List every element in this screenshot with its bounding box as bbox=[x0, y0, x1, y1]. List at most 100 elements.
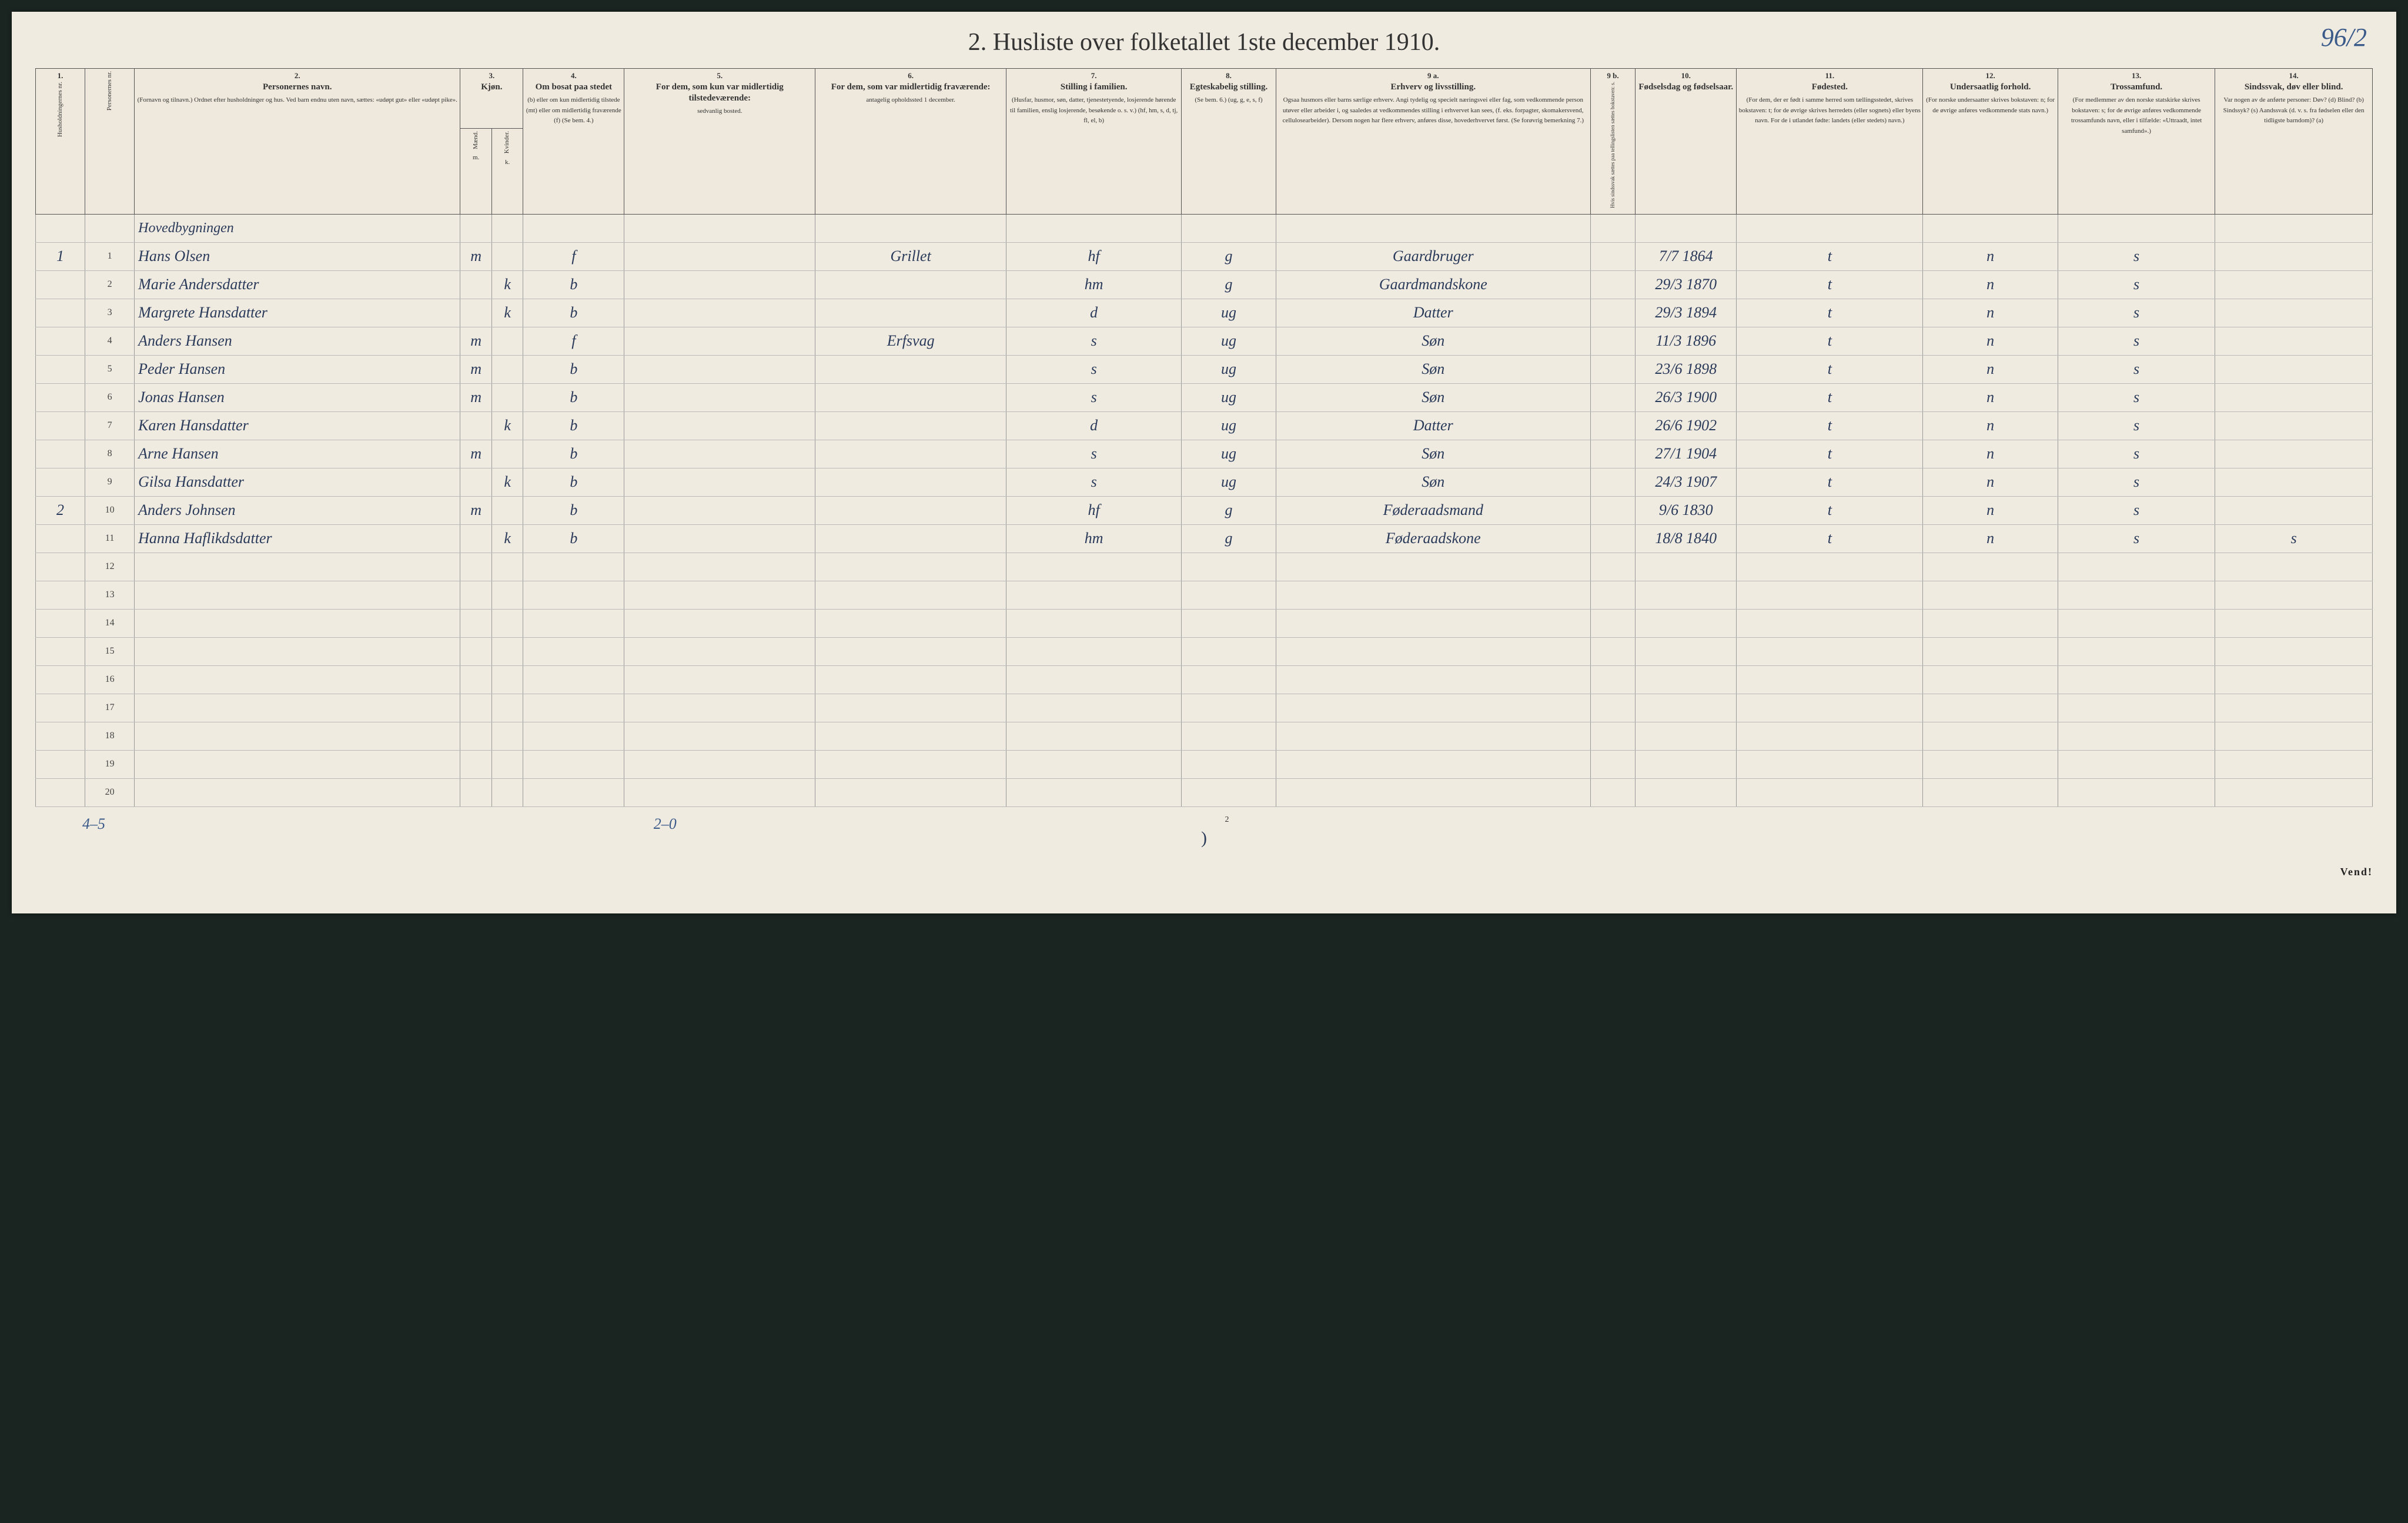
cell-hh: 1 bbox=[36, 242, 85, 270]
col-14-header: 14.Sindssvak, døv eller blind.Var nogen … bbox=[2215, 69, 2373, 215]
cell-name: Hanna Haflikdsdatter bbox=[135, 524, 460, 553]
cell-fods: 18/8 1840 bbox=[1636, 524, 1737, 553]
cell-erhverv: Søn bbox=[1276, 468, 1590, 496]
cell-bosat: b bbox=[523, 299, 624, 327]
table-row-empty: 19 bbox=[36, 750, 2373, 778]
col-12-header: 12.Undersaatlig forhold.(For norske unde… bbox=[1923, 69, 2058, 215]
cell-fods: 29/3 1894 bbox=[1636, 299, 1737, 327]
cell-tros: s bbox=[2058, 440, 2215, 468]
cell-m: m bbox=[460, 355, 492, 383]
cell-egte: ug bbox=[1182, 411, 1276, 440]
col-1b-header: Personernes nr. bbox=[85, 69, 135, 215]
cell-fsted: t bbox=[1737, 468, 1923, 496]
cell-c9b bbox=[1590, 270, 1635, 299]
cell-tros: s bbox=[2058, 411, 2215, 440]
cell-erhverv: Søn bbox=[1276, 440, 1590, 468]
table-row: 6Jonas HansenmbsugSøn26/3 1900tns bbox=[36, 383, 2373, 411]
cell-m bbox=[460, 299, 492, 327]
cell-c6 bbox=[815, 468, 1006, 496]
col-3b-subheader: Kvinder.k. bbox=[491, 128, 523, 214]
cell-c6: Grillet bbox=[815, 242, 1006, 270]
flourish: ) bbox=[35, 828, 2373, 848]
page-title: 2. Husliste over folketallet 1ste decemb… bbox=[35, 28, 2373, 56]
cell-fam: s bbox=[1006, 327, 1182, 355]
cell-c14 bbox=[2215, 496, 2373, 524]
table-row-empty: 14 bbox=[36, 609, 2373, 637]
cell-erhverv: Gaardbruger bbox=[1276, 242, 1590, 270]
cell-c9b bbox=[1590, 496, 1635, 524]
cell-hh bbox=[36, 468, 85, 496]
cell-pn: 10 bbox=[85, 496, 135, 524]
page-number-handwritten: 96/2 bbox=[2321, 22, 2367, 52]
cell-c6 bbox=[815, 270, 1006, 299]
cell-fam: s bbox=[1006, 440, 1182, 468]
cell-fam: hm bbox=[1006, 270, 1182, 299]
cell-erhverv: Føderaadskone bbox=[1276, 524, 1590, 553]
cell-fam: d bbox=[1006, 299, 1182, 327]
cell-fam: s bbox=[1006, 355, 1182, 383]
census-page: 2. Husliste over folketallet 1ste decemb… bbox=[12, 12, 2396, 913]
col-8-header: 8.Egteskabelig stilling.(Se bem. 6.) (ug… bbox=[1182, 69, 1276, 215]
cell-fods: 11/3 1896 bbox=[1636, 327, 1737, 355]
cell-erhverv: Føderaadsmand bbox=[1276, 496, 1590, 524]
cell-c6 bbox=[815, 440, 1006, 468]
cell-hh bbox=[36, 383, 85, 411]
cell-hh bbox=[36, 355, 85, 383]
foot-left: 4–5 bbox=[82, 815, 105, 833]
cell-fsted: t bbox=[1737, 524, 1923, 553]
cell-name: Karen Hansdatter bbox=[135, 411, 460, 440]
cell-c9b bbox=[1590, 355, 1635, 383]
cell-c9b bbox=[1590, 468, 1635, 496]
cell-bosat: b bbox=[523, 496, 624, 524]
cell-fods: 29/3 1870 bbox=[1636, 270, 1737, 299]
cell-c5 bbox=[624, 270, 815, 299]
cell-tros: s bbox=[2058, 355, 2215, 383]
cell-pn: 9 bbox=[85, 468, 135, 496]
cell-egte: ug bbox=[1182, 468, 1276, 496]
cell-erhverv: Gaardmandskone bbox=[1276, 270, 1590, 299]
table-row-empty: 17 bbox=[36, 694, 2373, 722]
cell-fods: 23/6 1898 bbox=[1636, 355, 1737, 383]
cell-fam: s bbox=[1006, 383, 1182, 411]
cell-c14: s bbox=[2215, 524, 2373, 553]
cell-c9b bbox=[1590, 299, 1635, 327]
cell-k: k bbox=[491, 299, 523, 327]
cell-name: Margrete Hansdatter bbox=[135, 299, 460, 327]
cell-erhverv: Datter bbox=[1276, 411, 1590, 440]
cell-fsted: t bbox=[1737, 383, 1923, 411]
cell-erhverv: Søn bbox=[1276, 383, 1590, 411]
vend-label: Vend! bbox=[35, 866, 2373, 878]
table-row-empty: 13 bbox=[36, 581, 2373, 609]
cell-c14 bbox=[2215, 299, 2373, 327]
cell-und: n bbox=[1923, 327, 2058, 355]
foot-mid-left: 2–0 bbox=[654, 815, 677, 833]
col-6-header: 6.For dem, som var midlertidig fraværend… bbox=[815, 69, 1006, 215]
cell-pn: 6 bbox=[85, 383, 135, 411]
cell-name: Jonas Hansen bbox=[135, 383, 460, 411]
cell-bosat: b bbox=[523, 411, 624, 440]
col-3a-subheader: Mænd.m. bbox=[460, 128, 492, 214]
cell-m: m bbox=[460, 496, 492, 524]
cell-bosat: b bbox=[523, 355, 624, 383]
cell-fsted: t bbox=[1737, 440, 1923, 468]
cell-c14 bbox=[2215, 242, 2373, 270]
cell-k bbox=[491, 383, 523, 411]
cell-tros: s bbox=[2058, 496, 2215, 524]
cell-c9b bbox=[1590, 440, 1635, 468]
col-3-header: 3.Kjøn. bbox=[460, 69, 523, 129]
cell-und: n bbox=[1923, 411, 2058, 440]
cell-c14 bbox=[2215, 468, 2373, 496]
cell-pn: 8 bbox=[85, 440, 135, 468]
census-table: 1.Husholdningernes nr. Personernes nr. 2… bbox=[35, 68, 2373, 807]
cell-c5 bbox=[624, 383, 815, 411]
table-row: 4Anders HansenmfErfsvagsugSøn11/3 1896tn… bbox=[36, 327, 2373, 355]
cell-c5 bbox=[624, 242, 815, 270]
cell-c6 bbox=[815, 355, 1006, 383]
cell-und: n bbox=[1923, 440, 2058, 468]
cell-fsted: t bbox=[1737, 299, 1923, 327]
cell-k bbox=[491, 440, 523, 468]
cell-erhverv: Datter bbox=[1276, 299, 1590, 327]
cell-pn: 11 bbox=[85, 524, 135, 553]
table-row-empty: 12 bbox=[36, 553, 2373, 581]
cell-pn: 1 bbox=[85, 242, 135, 270]
